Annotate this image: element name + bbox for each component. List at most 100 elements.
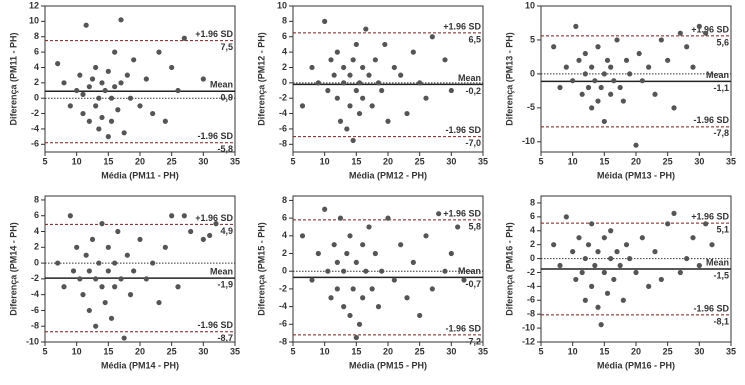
data-point bbox=[404, 110, 410, 117]
data-point bbox=[118, 276, 124, 282]
y-axis-label: Diferença (PM14 - PH) bbox=[8, 222, 18, 316]
y-axis-label: Diferença (PM12 - PH) bbox=[256, 32, 266, 126]
data-point bbox=[579, 91, 585, 97]
x-tick-label: 25 bbox=[663, 156, 673, 166]
x-tick-label: 35 bbox=[726, 346, 736, 356]
data-point bbox=[620, 98, 626, 104]
data-point bbox=[417, 312, 423, 319]
y-tick-label: 4 bbox=[34, 62, 39, 72]
data-point bbox=[341, 80, 347, 86]
data-point bbox=[156, 49, 162, 55]
x-tick-label: 30 bbox=[446, 346, 456, 356]
data-point bbox=[423, 233, 429, 239]
data-point bbox=[677, 30, 683, 36]
data-point bbox=[322, 18, 328, 24]
x-tick-label: 30 bbox=[694, 156, 704, 166]
data-point bbox=[604, 290, 611, 296]
data-point bbox=[325, 87, 331, 94]
data-point bbox=[99, 80, 105, 86]
data-point bbox=[181, 213, 187, 219]
data-point bbox=[353, 87, 359, 94]
reference-value: -5,8 bbox=[217, 144, 233, 154]
x-tick-label: 10 bbox=[568, 346, 578, 356]
data-point bbox=[99, 284, 105, 290]
data-point bbox=[398, 242, 404, 248]
data-point bbox=[350, 286, 356, 292]
x-tick-label: 20 bbox=[135, 156, 145, 166]
data-point bbox=[131, 57, 137, 63]
reference-value: -7,8 bbox=[713, 128, 729, 138]
data-point bbox=[86, 307, 92, 314]
data-point bbox=[74, 87, 80, 94]
chart-panel: 5 10 15 20 25 30 35 -8 -6 -4 -2 0 2 4 6 8 10 Média (PM12 … bbox=[256, 0, 488, 180]
data-point bbox=[80, 110, 86, 117]
data-point bbox=[131, 268, 137, 274]
data-point bbox=[80, 91, 86, 97]
data-point bbox=[360, 95, 366, 101]
data-point bbox=[563, 214, 569, 220]
x-tick-label: 10 bbox=[320, 346, 330, 356]
data-point bbox=[299, 233, 306, 239]
data-point bbox=[646, 283, 652, 289]
data-point bbox=[353, 259, 359, 265]
data-point bbox=[337, 215, 344, 221]
data-point bbox=[690, 64, 696, 70]
data-point bbox=[61, 284, 67, 290]
data-point bbox=[118, 80, 124, 86]
reference-value: 0,9 bbox=[220, 93, 233, 103]
data-point bbox=[671, 210, 677, 216]
data-point bbox=[442, 268, 448, 274]
data-point bbox=[379, 268, 385, 274]
x-axis-label: Média (PM11 - PH) bbox=[101, 170, 179, 180]
data-point bbox=[595, 98, 601, 104]
reference-name: Mean bbox=[706, 70, 729, 80]
data-point bbox=[598, 84, 604, 91]
x-tick-label: 35 bbox=[230, 346, 240, 356]
reference-value: 7,5 bbox=[220, 42, 233, 52]
data-point bbox=[595, 249, 601, 255]
data-point bbox=[169, 64, 175, 71]
data-point bbox=[334, 95, 340, 101]
y-tick-label: 0 bbox=[34, 93, 39, 103]
reference-value: 5,8 bbox=[468, 221, 481, 231]
data-point bbox=[334, 49, 340, 55]
y-tick-label: 2 bbox=[34, 242, 39, 252]
data-point bbox=[74, 244, 80, 250]
x-tick-label: 25 bbox=[415, 156, 425, 166]
y-tick-label: -6 bbox=[31, 139, 39, 149]
data-point bbox=[582, 50, 588, 57]
data-point bbox=[162, 118, 168, 124]
x-tick-label: 15 bbox=[599, 346, 609, 356]
data-point bbox=[573, 276, 579, 283]
x-tick-label: 15 bbox=[351, 156, 361, 166]
data-point bbox=[137, 103, 143, 109]
y-tick-label: -6 bbox=[279, 123, 287, 133]
data-point bbox=[601, 269, 607, 276]
y-tick-label: -4 bbox=[279, 108, 287, 118]
data-point bbox=[398, 72, 404, 78]
reference-value: -1,9 bbox=[217, 279, 233, 289]
data-point bbox=[99, 221, 105, 227]
data-point bbox=[563, 64, 569, 70]
y-tick-label: 4 bbox=[282, 46, 287, 56]
data-point bbox=[375, 80, 382, 86]
data-point bbox=[372, 250, 378, 257]
x-tick-label: 10 bbox=[320, 156, 330, 166]
data-point bbox=[429, 286, 435, 292]
y-axis-label: Diferença (PM16 - PH) bbox=[504, 222, 514, 316]
data-point bbox=[299, 103, 306, 109]
x-tick-label: 10 bbox=[72, 346, 82, 356]
data-point bbox=[652, 249, 658, 255]
data-point bbox=[410, 49, 416, 55]
reference-name: -1.96 SD bbox=[197, 131, 233, 141]
data-point bbox=[369, 286, 375, 292]
data-point bbox=[582, 297, 588, 303]
data-point bbox=[341, 64, 347, 71]
data-point bbox=[83, 22, 89, 28]
data-point bbox=[344, 126, 350, 132]
data-point bbox=[665, 221, 671, 227]
data-point bbox=[601, 235, 607, 241]
data-point bbox=[356, 80, 363, 86]
reference-value: -1,1 bbox=[713, 83, 729, 93]
data-point bbox=[417, 80, 423, 86]
